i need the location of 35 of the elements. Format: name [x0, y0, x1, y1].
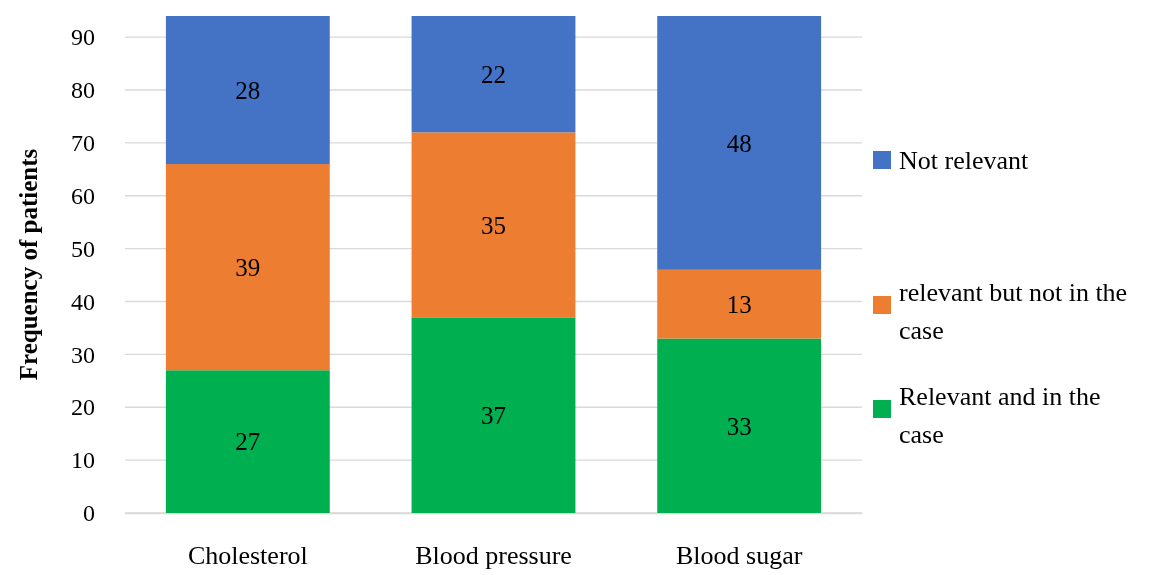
y-axis-title: Frequency of patients	[15, 148, 42, 381]
bar	[411, 132, 576, 318]
y-tick-label: 30	[71, 341, 95, 368]
bar	[165, 370, 330, 513]
bar	[411, 317, 576, 513]
data-label: 13	[726, 290, 752, 318]
data-label: 37	[481, 401, 506, 429]
data-label: 33	[726, 412, 752, 440]
bar	[411, 16, 576, 133]
legend-label: Not relevant	[899, 146, 1029, 176]
bar	[657, 269, 822, 339]
y-tick-label: 50	[71, 235, 95, 262]
data-label: 27	[235, 428, 261, 456]
data-label: 35	[481, 211, 506, 239]
x-tick-label: Blood pressure	[415, 541, 572, 571]
data-label: 22	[481, 60, 506, 88]
x-tick-label: Blood sugar	[675, 541, 803, 571]
data-label: 28	[235, 76, 261, 104]
y-tick-label: 70	[71, 130, 95, 157]
y-tick-label: 20	[71, 394, 95, 421]
bar	[165, 16, 330, 165]
y-tick-label: 40	[71, 288, 95, 315]
bar	[657, 16, 822, 270]
x-tick-label: Cholesterol	[187, 541, 308, 571]
y-tick-label: 80	[71, 77, 95, 104]
y-tick-label: 60	[71, 182, 95, 209]
data-label: 39	[235, 253, 261, 281]
y-tick-label: 90	[71, 24, 95, 51]
y-tick-label: 0	[83, 500, 95, 527]
legend-label: relevant but not in the case	[899, 278, 1128, 345]
data-label: 48	[726, 129, 752, 157]
bar	[657, 338, 822, 513]
bar	[165, 164, 330, 371]
y-tick-label: 10	[71, 447, 95, 474]
legend-label: Relevant and in the case	[899, 382, 1101, 449]
